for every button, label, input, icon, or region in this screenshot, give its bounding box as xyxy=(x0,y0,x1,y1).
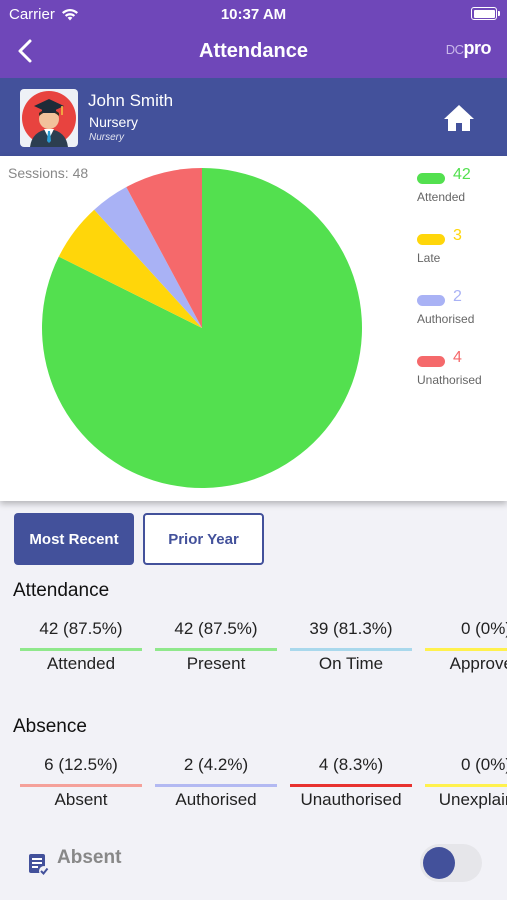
stat-label: Unexplained xyxy=(438,790,507,809)
legend-label: Attended xyxy=(417,190,466,204)
home-icon[interactable] xyxy=(443,104,475,132)
nav-bar: Attendance DCpro xyxy=(0,30,507,76)
stat-divider xyxy=(290,784,412,787)
stat-label: Authorised xyxy=(175,790,257,809)
app-logo: DCpro xyxy=(445,38,492,59)
stat-divider xyxy=(155,648,277,651)
legend-swatch xyxy=(417,173,445,184)
stat-present: 42 (87.5%) Present xyxy=(155,619,277,689)
absent-filter-label: Absent xyxy=(57,847,122,868)
absence-section-title: Absence xyxy=(13,716,87,737)
legend-label: Late xyxy=(417,251,441,265)
pie-slice-authorised xyxy=(94,187,202,328)
legend-swatch xyxy=(417,234,445,245)
battery-icon xyxy=(471,7,500,20)
graduate-avatar-icon xyxy=(22,91,76,147)
most-recent-button[interactable]: Most Recent xyxy=(14,513,134,565)
absence-stats-row: 6 (12.5%) Absent 2 (4.2%) Authorised 4 (8.3%… xyxy=(0,755,507,825)
legend-item: 42 Attended xyxy=(417,166,507,227)
carrier-info: Carrier xyxy=(9,6,79,23)
stat-divider xyxy=(425,784,507,787)
stat-divider xyxy=(290,648,412,651)
stat-divider xyxy=(20,648,142,651)
stat-value: 42 (87.5%) xyxy=(39,619,123,638)
student-bar: John Smith Nursery Nursery xyxy=(0,78,507,156)
absent-note-icon xyxy=(29,854,49,876)
legend-item: 2 Authorised xyxy=(417,288,507,349)
pie-slice-late xyxy=(58,209,203,328)
stat-approved: 0 (0%) Approved xyxy=(425,619,507,689)
stat-value: 39 (81.3%) xyxy=(309,619,393,638)
stat-divider xyxy=(155,784,277,787)
stat-divider xyxy=(20,784,142,787)
stat-value: 4 (8.3%) xyxy=(318,755,384,774)
stat-value: 42 (87.5%) xyxy=(174,619,258,638)
stat-attended: 42 (87.5%) Attended xyxy=(20,619,142,689)
stat-label: Unauthorised xyxy=(300,790,402,809)
stat-label: Present xyxy=(186,654,246,673)
attendance-chart-card: Sessions: 48 42 Attended 3 Late 2 Authorised 4… xyxy=(0,156,507,501)
legend-value: 42 xyxy=(453,166,471,183)
student-avatar xyxy=(20,89,78,147)
stat-label: Approved xyxy=(449,654,507,673)
stat-unauthorised: 4 (8.3%) Unauthorised xyxy=(290,755,412,825)
back-chevron-icon[interactable] xyxy=(12,36,42,66)
absent-toggle[interactable] xyxy=(420,844,482,882)
stat-value: 0 (0%) xyxy=(460,619,507,638)
status-bar: Carrier 10:37 AM xyxy=(0,0,507,28)
attendance-pie-chart xyxy=(42,168,363,488)
status-time: 10:37 AM xyxy=(220,6,287,23)
carrier-label: Carrier xyxy=(9,6,55,23)
attendance-section-title: Attendance xyxy=(13,580,110,601)
legend-value: 3 xyxy=(453,227,462,244)
stat-label: Absent xyxy=(54,790,108,809)
stat-authorised: 2 (4.2%) Authorised xyxy=(155,755,277,825)
stat-label: Attended xyxy=(46,654,116,673)
legend-value: 2 xyxy=(453,288,462,305)
app-header: Carrier 10:37 AM Attendance DCpro xyxy=(0,0,507,78)
stat-absent: 6 (12.5%) Absent xyxy=(20,755,142,825)
stat-on-time: 39 (81.3%) On Time xyxy=(290,619,412,689)
prior-year-button[interactable]: Prior Year xyxy=(143,513,264,565)
stat-value: 2 (4.2%) xyxy=(183,755,249,774)
page-title: Attendance xyxy=(199,40,308,62)
legend-label: Authorised xyxy=(417,312,475,326)
student-class: Nursery xyxy=(89,114,139,130)
chart-legend: 42 Attended 3 Late 2 Authorised 4 Unathorised xyxy=(417,166,507,410)
stat-value: 0 (0%) xyxy=(460,755,507,774)
legend-item: 4 Unathorised xyxy=(417,349,507,410)
stat-value: 6 (12.5%) xyxy=(44,755,118,774)
legend-value: 4 xyxy=(453,349,462,366)
legend-swatch xyxy=(417,356,445,367)
wifi-icon xyxy=(61,9,78,21)
student-subclass: Nursery xyxy=(89,132,125,143)
stat-divider xyxy=(425,648,507,651)
pie-slice-attended xyxy=(42,168,363,488)
legend-label: Unathorised xyxy=(417,373,482,387)
pie-slice-unathorised xyxy=(126,168,202,328)
attendance-stats-row: 42 (87.5%) Attended 42 (87.5%) Present 39 (8… xyxy=(0,619,507,689)
stat-unexplained: 0 (0%) Unexplained xyxy=(425,755,507,825)
stat-label: On Time xyxy=(318,654,384,673)
student-name: John Smith xyxy=(88,91,174,110)
logo-main: pro xyxy=(463,38,492,58)
legend-item: 3 Late xyxy=(417,227,507,288)
sessions-count: Sessions: 48 xyxy=(8,165,89,181)
legend-swatch xyxy=(417,295,445,306)
logo-prefix: DC xyxy=(445,42,464,57)
toggle-knob xyxy=(423,847,455,879)
